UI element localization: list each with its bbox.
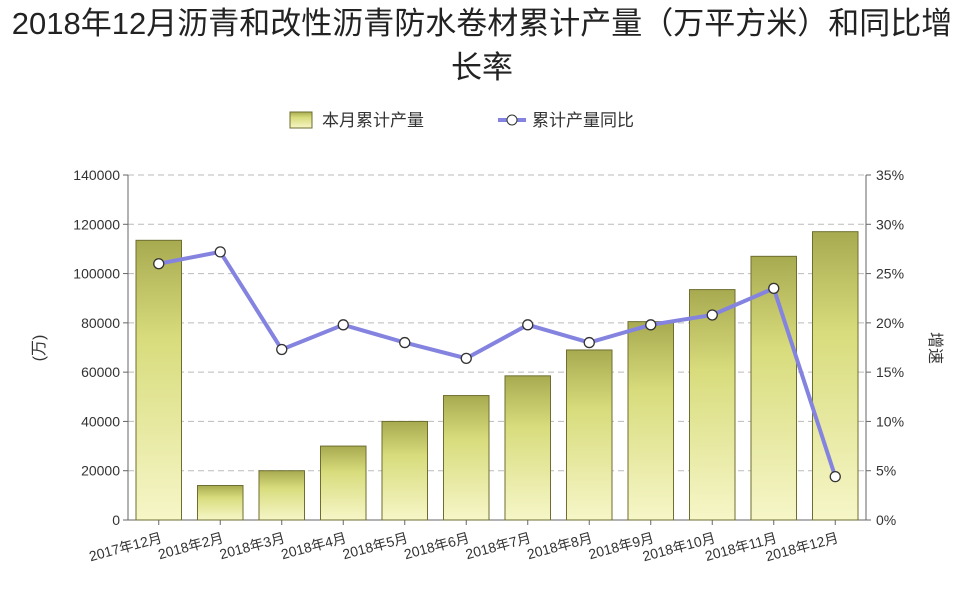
line-point — [583, 336, 595, 349]
line-point — [337, 319, 349, 331]
y2-tick-label: 10% — [876, 413, 904, 429]
y-tick-label: 80000 — [81, 315, 120, 331]
x-tick-label: 2018年3月 — [218, 529, 287, 562]
x-tick-label: 2018年2月 — [156, 529, 225, 562]
bar — [688, 289, 736, 521]
x-tick-label: 2018年5月 — [341, 529, 410, 562]
y-axis-label: (万) — [31, 335, 48, 362]
bar — [381, 420, 429, 521]
line-point — [214, 246, 226, 258]
y-tick-label: 0 — [112, 512, 120, 528]
line-point — [276, 343, 288, 356]
x-tick-label: 2017年12月 — [87, 529, 163, 564]
y-tick-label: 120000 — [73, 216, 120, 232]
x-tick-label: 2018年8月 — [525, 529, 594, 562]
y-tick-label: 20000 — [81, 463, 120, 479]
y-tick-label: 140000 — [73, 167, 120, 183]
y2-tick-label: 25% — [876, 266, 904, 282]
bar — [135, 239, 183, 521]
y-tick-label: 40000 — [81, 413, 120, 429]
line — [158, 249, 838, 478]
line-point — [645, 319, 657, 331]
y-tick-label: 60000 — [81, 364, 120, 380]
legend-swatch — [289, 111, 313, 129]
x-tick-label: 2018年4月 — [279, 529, 348, 562]
x-tick-label: 2018年7月 — [464, 529, 533, 562]
line-point — [829, 470, 841, 483]
legend-label: 累计产量同比 — [532, 111, 634, 130]
bar — [565, 349, 613, 521]
chart-title: 2018年12月沥青和改性沥青防水卷材累计产量（万平方米）和同比增长率 — [11, 6, 953, 85]
bar — [258, 470, 306, 521]
bar — [627, 321, 675, 521]
legend-swatch — [506, 114, 518, 126]
line-point — [399, 336, 411, 349]
y-tick-label: 100000 — [73, 266, 120, 282]
bar — [196, 485, 244, 521]
y2-tick-label: 5% — [876, 463, 896, 479]
bar — [504, 375, 552, 521]
bar — [750, 255, 798, 521]
y2-tick-label: 30% — [876, 216, 904, 232]
y2-tick-label: 35% — [876, 167, 904, 183]
x-tick-label: 2018年6月 — [402, 529, 471, 562]
line-point — [460, 352, 472, 364]
y2-axis-label: 增速 — [926, 332, 944, 364]
line-point — [153, 258, 165, 270]
bar — [319, 445, 367, 521]
y2-tick-label: 20% — [876, 315, 904, 331]
line-point — [768, 282, 780, 295]
legend-label: 本月累计产量 — [322, 111, 424, 130]
bar — [442, 395, 490, 521]
line-point — [706, 309, 718, 321]
y2-tick-label: 15% — [876, 364, 904, 380]
y2-tick-label: 0% — [876, 512, 896, 528]
line-point — [522, 319, 534, 331]
